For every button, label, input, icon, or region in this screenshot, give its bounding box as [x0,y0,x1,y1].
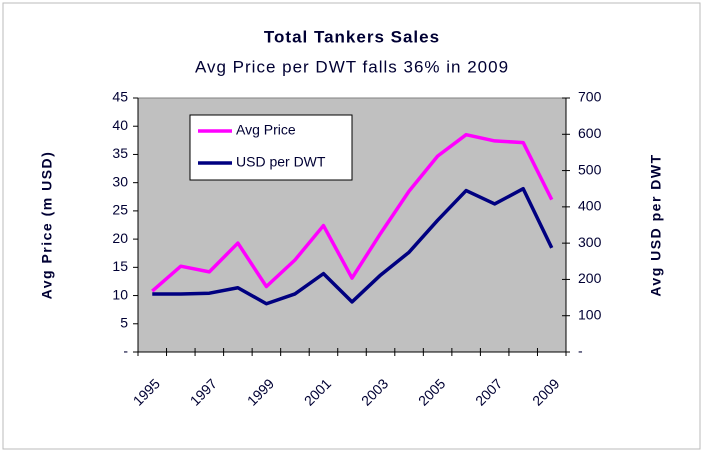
series-line [151,132,554,293]
y-tick-label: 35 [112,145,128,161]
legend-label: USD per DWT [236,154,326,170]
y2-tick-label: 100 [578,306,602,322]
chart-title: Total Tankers Sales [264,27,440,46]
y-tick-label: 25 [112,202,128,218]
y2-axis-title: Avg USD per DWT [648,153,664,296]
y-tick-label: 45 [112,89,128,105]
y-tick-label: 15 [112,258,128,274]
y-tick-label: - [123,343,128,359]
y2-tick-label: 700 [578,89,602,105]
series-line [152,186,554,306]
legend-box [189,114,353,181]
y-tick-label: 30 [112,173,128,189]
y2-tick-label: 500 [578,161,602,177]
legend-label: Avg Price [236,122,296,138]
y-axis-title: Avg Price (m USD) [39,151,55,300]
y2-tick-label: 600 [578,125,602,141]
y2-tick-label: 300 [578,234,602,250]
y2-tick-label: 400 [578,198,602,214]
y2-tick-label: 200 [578,270,602,286]
y-tick-label: 10 [112,286,128,302]
y2-tick-label: - [578,343,583,359]
y-tick-label: 20 [112,230,128,246]
y-tick-label: 40 [112,117,128,133]
y-tick-label: 5 [120,314,128,330]
chart-subtitle: Avg Price per DWT falls 36% in 2009 [195,57,509,76]
